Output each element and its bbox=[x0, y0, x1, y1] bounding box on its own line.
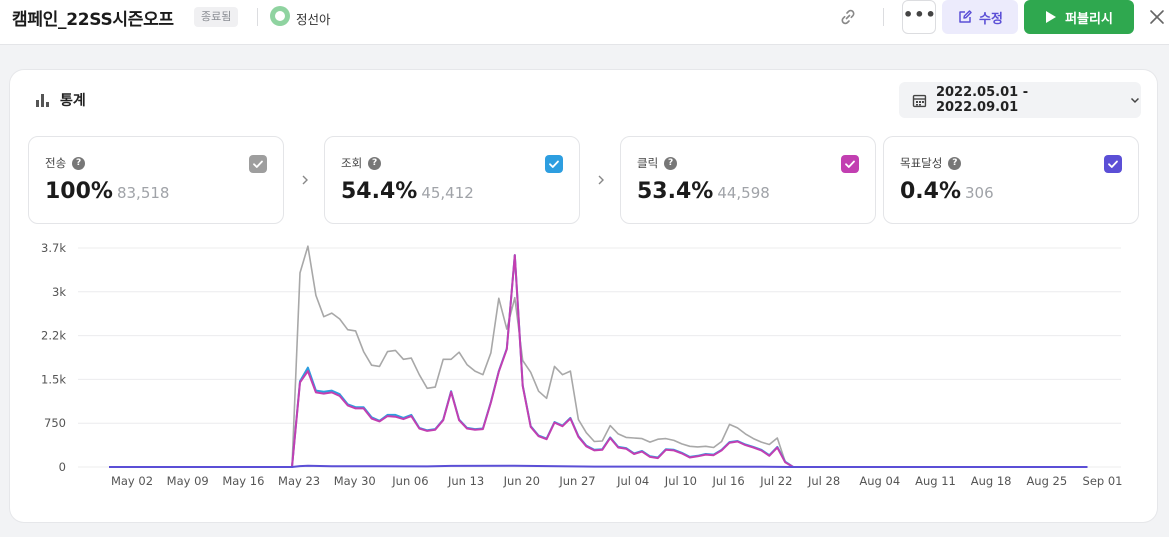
x-tick-label: May 02 bbox=[111, 474, 153, 488]
series-line-조회 bbox=[109, 254, 1088, 468]
top-bar: 캠페인_22SS시즌오프 종료됨 정선아 ••• 수정 퍼블리시 bbox=[0, 0, 1169, 45]
y-tick-label: 2.2k bbox=[41, 329, 66, 343]
chart-series bbox=[109, 245, 1088, 468]
x-tick-label: May 23 bbox=[278, 474, 320, 488]
series-line-클릭 bbox=[109, 254, 1088, 468]
metric-count: 44,598 bbox=[717, 184, 770, 202]
campaign-title: 캠페인_22SS시즌오프 bbox=[12, 10, 174, 30]
metric-percent: 53.4% bbox=[637, 179, 714, 204]
chart-grid bbox=[78, 247, 1121, 468]
metric-card-goal: 목표달성 ? 0.4% 306 bbox=[883, 136, 1139, 224]
help-icon[interactable]: ? bbox=[368, 156, 382, 170]
avatar bbox=[270, 6, 290, 26]
more-options-button[interactable]: ••• bbox=[902, 0, 936, 34]
link-icon[interactable] bbox=[838, 7, 858, 27]
check-icon bbox=[845, 160, 855, 168]
series-line-목표달성 bbox=[109, 464, 1088, 468]
x-tick-label: May 16 bbox=[222, 474, 264, 488]
metric-card-sent: 전송 ? 100% 83,518 bbox=[28, 136, 284, 224]
status-badge: 종료됨 bbox=[194, 7, 239, 27]
help-icon[interactable]: ? bbox=[72, 156, 86, 170]
play-icon bbox=[1046, 11, 1057, 23]
owner-name: 정선아 bbox=[296, 12, 331, 27]
divider bbox=[883, 8, 884, 26]
y-tick-label: 0 bbox=[59, 460, 66, 474]
series-line-전송 bbox=[109, 245, 1088, 468]
series-toggle-checkbox[interactable] bbox=[545, 155, 563, 173]
check-icon bbox=[549, 160, 559, 168]
help-icon[interactable]: ? bbox=[664, 156, 678, 170]
date-range-picker[interactable]: 2022.05.01 - 2022.09.01 bbox=[899, 82, 1141, 118]
x-tick-label: Aug 18 bbox=[971, 474, 1012, 488]
x-tick-label: Sep 01 bbox=[1083, 474, 1123, 488]
x-tick-label: Aug 11 bbox=[915, 474, 956, 488]
x-tick-label: Jun 27 bbox=[558, 474, 595, 488]
x-tick-label: Jun 20 bbox=[503, 474, 540, 488]
x-tick-label: Aug 25 bbox=[1026, 474, 1067, 488]
publish-label: 퍼블리시 bbox=[1065, 11, 1113, 27]
series-toggle-checkbox[interactable] bbox=[841, 155, 859, 173]
metric-label: 전송 bbox=[45, 156, 67, 170]
edit-button[interactable]: 수정 bbox=[942, 0, 1018, 34]
close-icon[interactable] bbox=[1148, 8, 1166, 26]
edit-label: 수정 bbox=[979, 11, 1003, 27]
metric-percent: 100% bbox=[45, 179, 113, 204]
y-tick-label: 750 bbox=[44, 416, 66, 430]
calendar-icon bbox=[912, 94, 927, 107]
y-tick-label: 3.7k bbox=[41, 241, 66, 255]
divider bbox=[257, 8, 258, 26]
y-axis: 3.7k 3k 2.2k 1.5k 750 0 bbox=[41, 241, 66, 474]
series-toggle-checkbox[interactable] bbox=[1104, 155, 1122, 173]
metric-label: 클릭 bbox=[637, 156, 659, 170]
metric-count: 83,518 bbox=[116, 184, 170, 202]
chevron-down-icon bbox=[1131, 97, 1140, 104]
bar-chart-icon bbox=[36, 94, 49, 107]
edit-icon bbox=[959, 10, 972, 23]
metric-count: 306 bbox=[965, 184, 994, 202]
x-tick-label: Jun 13 bbox=[447, 474, 484, 488]
chevron-right-icon bbox=[595, 172, 607, 186]
stats-title: 통계 bbox=[60, 93, 86, 109]
y-tick-label: 1.5k bbox=[41, 372, 66, 386]
series-toggle-checkbox[interactable] bbox=[249, 155, 267, 173]
metric-label: 조회 bbox=[341, 156, 363, 170]
check-icon bbox=[253, 160, 263, 168]
metric-percent: 54.4% bbox=[341, 179, 418, 204]
date-range-value: 2022.05.01 - 2022.09.01 bbox=[935, 85, 1029, 115]
x-tick-label: May 30 bbox=[334, 474, 376, 488]
chevron-right-icon bbox=[299, 172, 311, 186]
metric-count: 45,412 bbox=[421, 184, 474, 202]
stats-card: 통계 2022.05.01 - 2022.09.01 전송 ? 100% 83,5… bbox=[10, 70, 1157, 522]
metric-card-click: 클릭 ? 53.4% 44,598 bbox=[620, 136, 876, 224]
metric-card-view: 조회 ? 54.4% 45,412 bbox=[324, 136, 580, 224]
y-tick-label: 3k bbox=[52, 285, 66, 299]
x-tick-label: May 09 bbox=[167, 474, 209, 488]
x-tick-label: Jul 28 bbox=[807, 474, 840, 488]
x-axis: May 02 May 09 May 16 May 23 May 30 Jun 06 Jun … bbox=[111, 474, 1123, 488]
metric-label: 목표달성 bbox=[900, 156, 943, 170]
x-tick-label: Jun 06 bbox=[391, 474, 428, 488]
stats-header: 통계 bbox=[34, 90, 86, 110]
x-tick-label: Jul 10 bbox=[664, 474, 697, 488]
x-tick-label: Jul 22 bbox=[759, 474, 792, 488]
check-icon bbox=[1108, 160, 1118, 168]
x-tick-label: Jul 16 bbox=[712, 474, 745, 488]
metric-percent: 0.4% bbox=[900, 179, 962, 204]
x-tick-label: Aug 04 bbox=[859, 474, 900, 488]
publish-button[interactable]: 퍼블리시 bbox=[1024, 0, 1134, 34]
x-tick-label: Jul 04 bbox=[616, 474, 649, 488]
help-icon[interactable]: ? bbox=[948, 156, 962, 170]
